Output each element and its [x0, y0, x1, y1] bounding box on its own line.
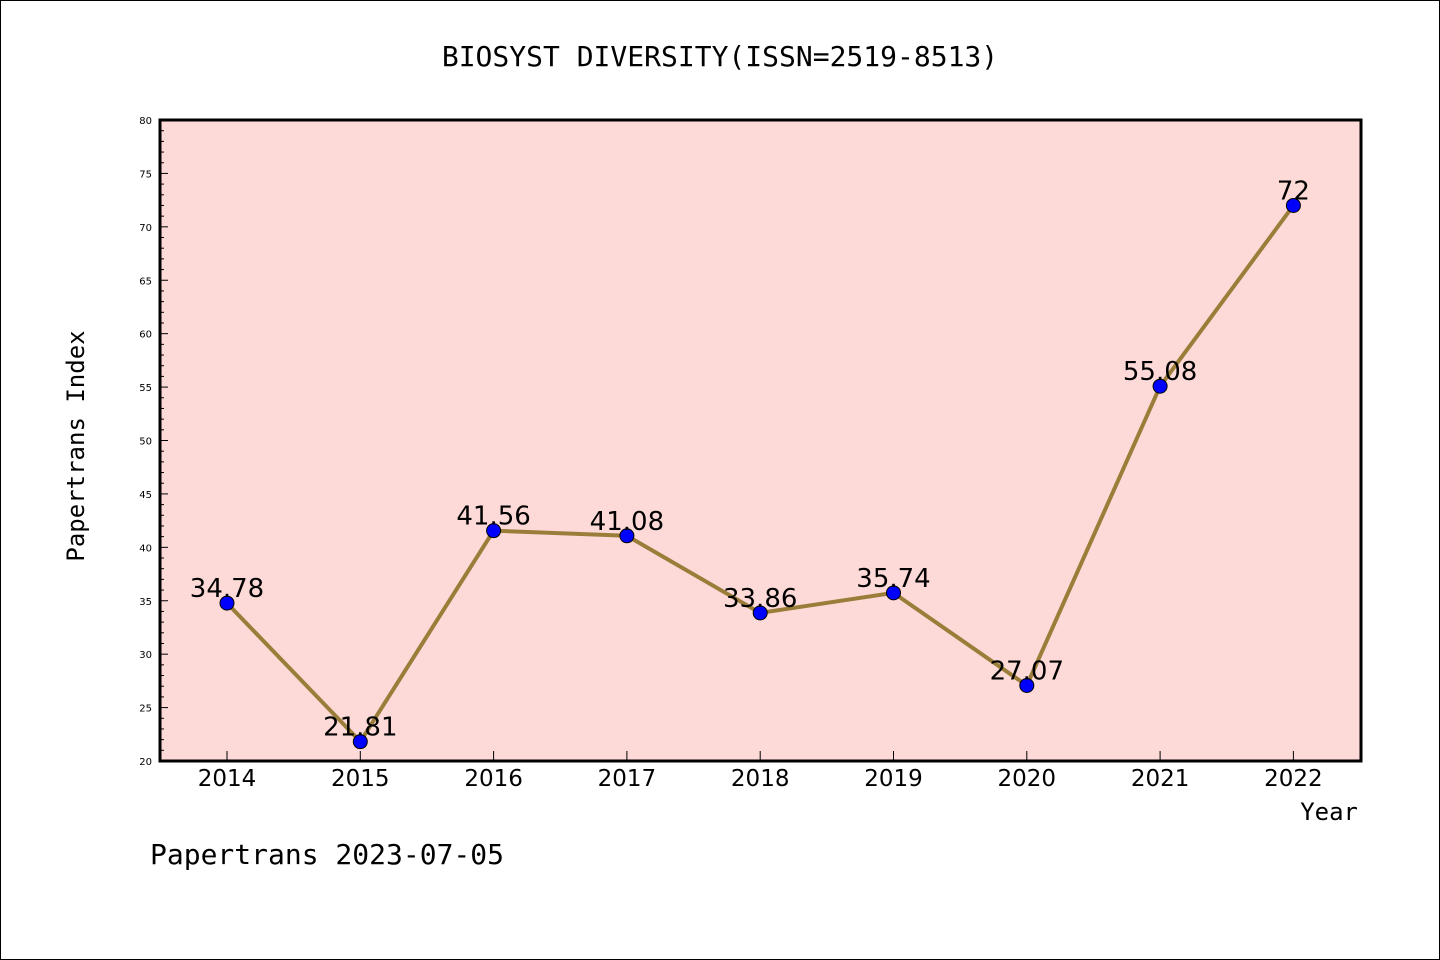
y-tick-label: 60 — [139, 330, 152, 341]
data-point — [486, 523, 502, 539]
chart-title: BIOSYST DIVERSITY(ISSN=2519-8513) — [442, 40, 998, 73]
data-point — [1285, 197, 1301, 213]
data-point — [752, 605, 768, 621]
data-label: 21.81 — [323, 713, 397, 743]
y-tick-label: 30 — [139, 650, 152, 661]
x-tick-label: 2018 — [731, 766, 790, 792]
data-label: 55.08 — [1123, 357, 1197, 387]
data-point — [1152, 378, 1168, 394]
data-point — [886, 585, 901, 601]
data-points — [219, 197, 1301, 750]
data-point — [352, 734, 368, 750]
y-axis-label: Papertrans Index — [62, 330, 90, 561]
x-tick-label: 2014 — [198, 766, 257, 792]
y-tick-label: 80 — [139, 116, 152, 127]
y-tick-label: 55 — [139, 383, 152, 394]
y-tick-label: 45 — [139, 490, 152, 501]
y-tick-label: 70 — [139, 223, 152, 234]
x-tick-label: 2015 — [331, 766, 390, 792]
data-label: 41.08 — [590, 507, 664, 537]
data-label: 72 — [1277, 176, 1310, 206]
y-tick-label: 20 — [139, 757, 152, 768]
y-tick-label: 65 — [139, 276, 152, 287]
plot-area — [158, 118, 1363, 763]
x-tick-label: 2016 — [464, 766, 523, 792]
data-point — [1019, 677, 1035, 693]
x-tick-label: 2020 — [998, 766, 1057, 792]
data-label: 27.07 — [990, 656, 1064, 686]
x-tick-label: 2017 — [598, 766, 657, 792]
x-tick-label: 2019 — [864, 766, 923, 792]
x-tick-label: 2021 — [1131, 766, 1190, 792]
data-label: 33.86 — [723, 584, 797, 614]
data-label: 41.56 — [456, 502, 530, 532]
data-labels: 34.78 21.81 41.56 41.08 33.86 35.74 27.07 55.08… — [190, 176, 1310, 742]
footer-date: Papertrans 2023-07-05 — [150, 838, 504, 871]
y-tick-label: 40 — [139, 543, 152, 554]
data-point — [219, 595, 235, 611]
y-tick-label: 50 — [139, 437, 152, 448]
y-tick-label: 25 — [139, 704, 152, 715]
x-axis-label: Year — [1300, 798, 1358, 826]
data-label: 34.78 — [190, 574, 264, 604]
x-axis: 2014 2015 2016 2017 2018 2019 2020 2021 2022 — [198, 751, 1323, 792]
data-label: 35.74 — [856, 564, 930, 594]
y-tick-label: 35 — [139, 597, 152, 608]
y-axis: 20 25 30 35 40 45 50 55 60 65 70 75 80 — [139, 116, 168, 768]
data-point — [619, 528, 635, 544]
x-tick-label: 2022 — [1264, 766, 1323, 792]
y-tick-label: 75 — [139, 169, 152, 180]
